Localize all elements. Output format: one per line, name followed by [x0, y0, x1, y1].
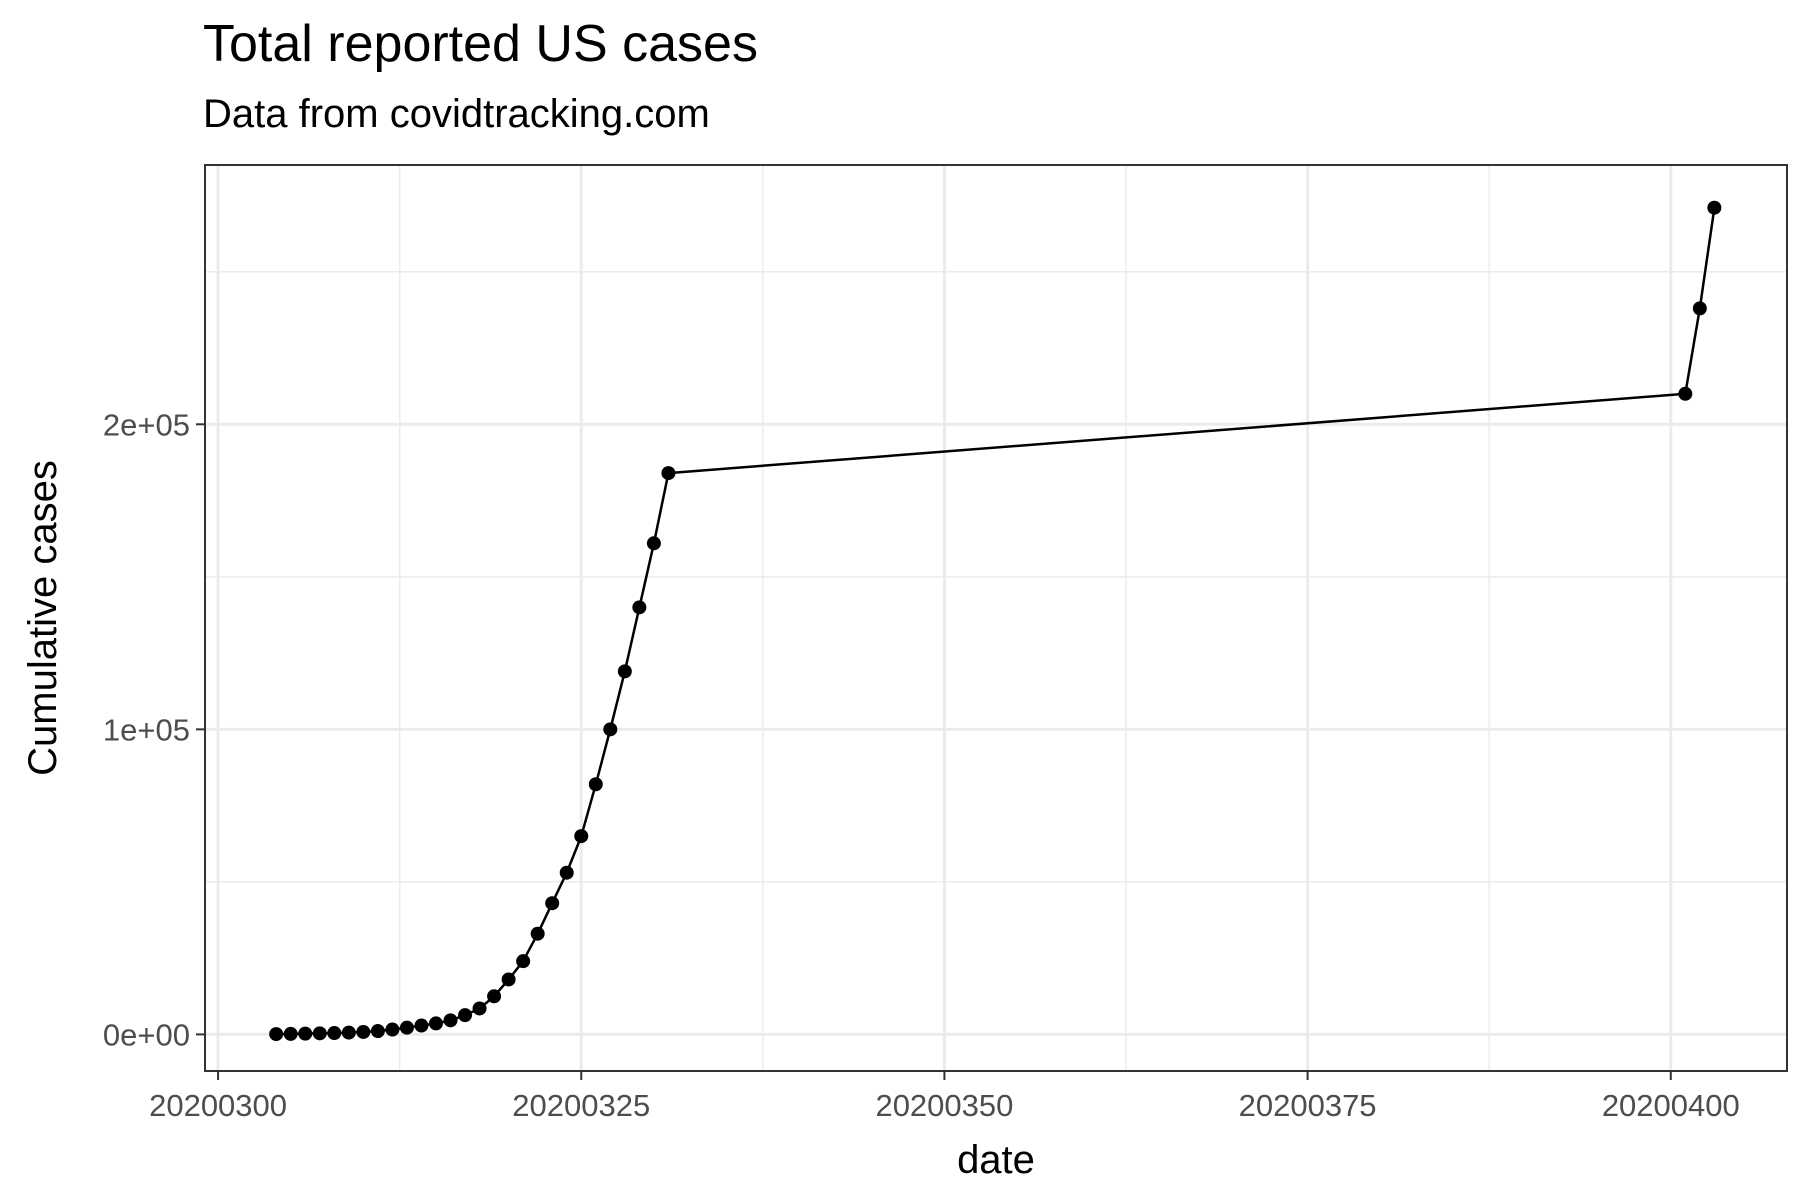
data-point	[269, 1027, 284, 1042]
data-point	[385, 1022, 400, 1037]
series-line-group	[276, 207, 1716, 1036]
data-point	[632, 600, 647, 615]
series-points-group	[269, 200, 1722, 1042]
y-axis: 0e+00 1e+05 2e+05	[103, 407, 205, 1052]
data-point	[516, 954, 531, 969]
data-point	[559, 865, 574, 880]
data-point	[661, 466, 676, 481]
x-axis-title: date	[957, 1138, 1035, 1182]
x-tick-label: 20200400	[1602, 1088, 1740, 1123]
data-point	[298, 1026, 313, 1041]
x-tick-label: 20200350	[875, 1088, 1013, 1123]
data-point	[545, 896, 560, 911]
data-point	[458, 1008, 473, 1023]
data-point	[399, 1020, 414, 1035]
data-point	[443, 1013, 458, 1028]
x-tick-label: 20200325	[512, 1088, 650, 1123]
data-point	[414, 1018, 429, 1033]
data-point	[428, 1016, 443, 1031]
data-point	[356, 1024, 371, 1039]
data-point	[617, 664, 632, 679]
data-point	[472, 1001, 487, 1016]
series-line	[276, 207, 1716, 1036]
data-point	[588, 777, 603, 792]
data-point	[341, 1025, 356, 1040]
data-point	[487, 989, 502, 1004]
y-tick-label: 2e+05	[103, 407, 190, 442]
data-point	[370, 1024, 385, 1039]
data-point	[1678, 386, 1693, 401]
data-point	[1692, 301, 1707, 316]
data-point	[574, 829, 589, 844]
data-point	[327, 1026, 342, 1041]
y-tick-label: 0e+00	[103, 1017, 190, 1052]
plot-panel-border	[204, 164, 1788, 1072]
major-gridlines	[205, 165, 1787, 1071]
x-tick-label: 20200375	[1239, 1088, 1377, 1123]
x-axis: 20200300 20200325 20200350 20200375 20200400	[149, 1071, 1740, 1123]
y-axis-title: Cumulative cases	[21, 460, 65, 776]
data-point	[1707, 200, 1722, 215]
x-tick-label: 20200300	[149, 1088, 287, 1123]
chart-title: Total reported US cases	[203, 15, 758, 73]
y-tick-label: 1e+05	[103, 712, 190, 747]
data-point	[283, 1026, 298, 1041]
data-point	[603, 722, 618, 737]
data-point	[501, 972, 516, 987]
data-point	[646, 536, 661, 551]
chart-subtitle: Data from covidtracking.com	[203, 92, 710, 136]
data-point	[530, 926, 545, 941]
minor-gridlines	[205, 165, 1787, 1071]
data-point	[312, 1026, 327, 1041]
